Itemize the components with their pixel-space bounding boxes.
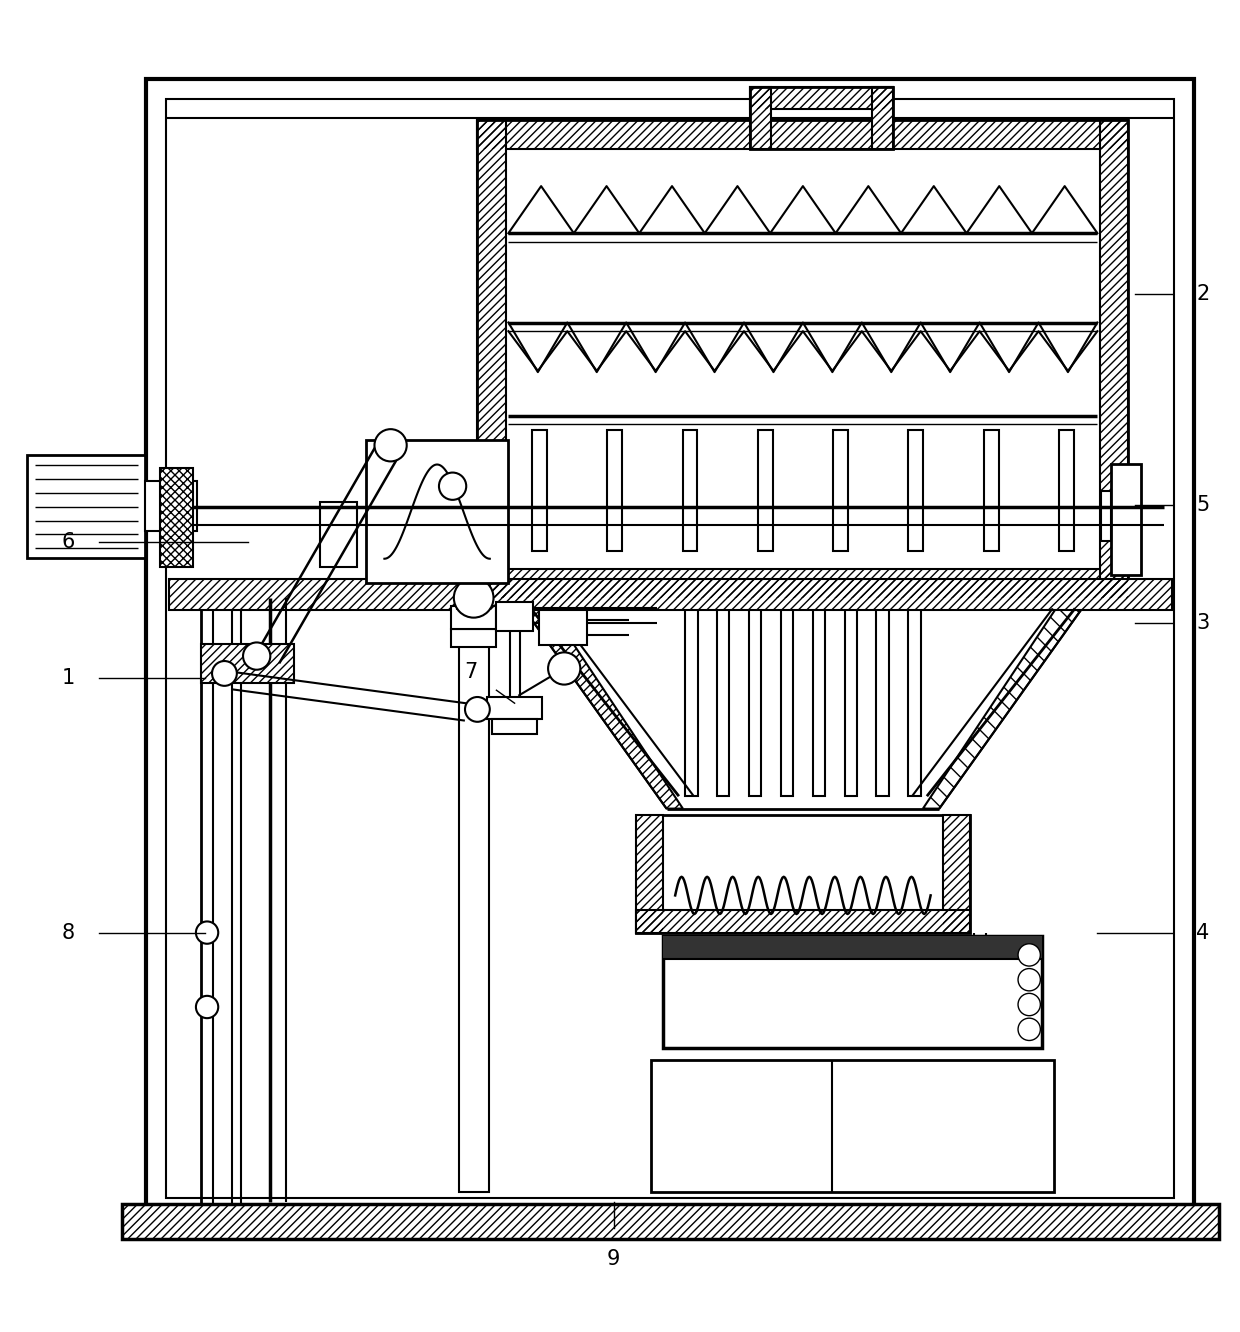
Bar: [169, 579, 1172, 610]
Circle shape: [454, 578, 494, 618]
Text: 9: 9: [608, 1248, 620, 1268]
Bar: [872, 87, 893, 149]
Bar: [451, 629, 496, 647]
Circle shape: [1018, 968, 1040, 991]
Circle shape: [196, 922, 218, 944]
Bar: [758, 430, 773, 550]
Circle shape: [196, 996, 218, 1018]
Bar: [487, 697, 542, 719]
Bar: [477, 120, 506, 598]
Circle shape: [1018, 944, 1040, 966]
Bar: [684, 587, 697, 797]
Bar: [160, 468, 193, 567]
Bar: [663, 936, 1042, 959]
Circle shape: [374, 429, 407, 461]
Bar: [166, 100, 1174, 1197]
Bar: [651, 1060, 1054, 1192]
Bar: [833, 430, 848, 550]
Bar: [477, 569, 1128, 598]
Polygon shape: [506, 583, 683, 809]
Circle shape: [439, 473, 466, 500]
Circle shape: [548, 653, 580, 685]
Bar: [27, 456, 145, 558]
Bar: [749, 587, 761, 797]
Bar: [1101, 492, 1111, 541]
Bar: [169, 579, 1172, 610]
Bar: [663, 936, 1042, 1048]
Circle shape: [1018, 994, 1040, 1016]
Bar: [477, 120, 1128, 598]
Bar: [122, 1204, 1219, 1239]
Circle shape: [465, 697, 490, 722]
Bar: [320, 502, 357, 567]
Bar: [201, 643, 294, 683]
Bar: [942, 815, 970, 932]
Text: 2: 2: [1197, 284, 1209, 304]
Polygon shape: [923, 583, 1100, 809]
Bar: [908, 587, 920, 797]
Circle shape: [1018, 1018, 1040, 1040]
Bar: [459, 629, 489, 1192]
Text: 5: 5: [1197, 494, 1209, 514]
Text: 3: 3: [1197, 613, 1209, 633]
Text: 1: 1: [62, 669, 74, 689]
Bar: [1100, 120, 1128, 598]
Bar: [1059, 430, 1074, 550]
Bar: [506, 149, 1100, 569]
Bar: [145, 481, 197, 531]
Bar: [872, 87, 893, 149]
Bar: [844, 587, 857, 797]
Circle shape: [243, 642, 270, 670]
Bar: [750, 87, 771, 149]
Bar: [635, 910, 970, 932]
Bar: [750, 87, 893, 149]
Bar: [160, 468, 193, 567]
Bar: [122, 1204, 1219, 1239]
Bar: [635, 815, 662, 932]
Text: 7: 7: [465, 662, 477, 682]
Bar: [635, 910, 970, 932]
Circle shape: [212, 661, 237, 686]
Bar: [608, 430, 622, 550]
Bar: [492, 719, 537, 734]
Text: 8: 8: [62, 923, 74, 943]
Bar: [750, 87, 893, 109]
Bar: [477, 120, 506, 598]
Bar: [877, 587, 889, 797]
Bar: [366, 441, 508, 583]
Text: 6: 6: [62, 531, 74, 551]
Bar: [983, 430, 998, 550]
Bar: [717, 587, 729, 797]
Bar: [812, 587, 825, 797]
Bar: [1111, 464, 1141, 575]
Bar: [635, 815, 662, 932]
Bar: [750, 87, 893, 109]
Bar: [942, 815, 970, 932]
Bar: [477, 120, 1128, 598]
Bar: [909, 430, 924, 550]
Bar: [201, 643, 294, 683]
Bar: [477, 569, 1128, 598]
Bar: [781, 587, 794, 797]
Bar: [635, 815, 970, 932]
Text: 4: 4: [1197, 923, 1209, 943]
Bar: [477, 120, 1128, 149]
Bar: [682, 430, 697, 550]
Bar: [539, 610, 587, 645]
Bar: [532, 430, 547, 550]
Bar: [451, 606, 496, 629]
Bar: [750, 87, 771, 149]
Bar: [496, 602, 533, 631]
Bar: [477, 120, 1128, 149]
Bar: [146, 80, 1194, 1217]
Bar: [1100, 120, 1128, 598]
